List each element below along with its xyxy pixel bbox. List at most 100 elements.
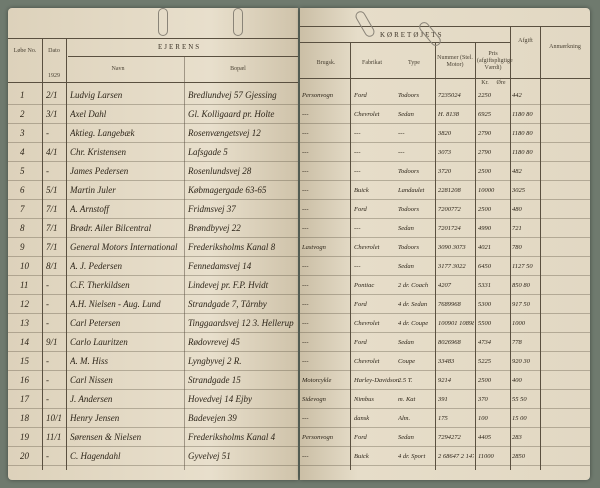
cell-no: 20 xyxy=(20,451,29,461)
cell-name: Brødr. Ailer Bilcentral xyxy=(70,223,152,233)
cell-use: Motorcykle xyxy=(302,377,332,384)
row-rule xyxy=(8,237,298,238)
row-rule xyxy=(300,446,590,447)
header-rule xyxy=(300,78,590,79)
cell-address: Lindevej pr. F.P. Hvidt xyxy=(188,280,269,290)
row-rule xyxy=(300,294,590,295)
cell-date: 5/1 xyxy=(46,185,58,195)
cell-no: 2 xyxy=(20,109,25,119)
cell-price: 4021 xyxy=(478,244,491,251)
cell-make: --- xyxy=(354,149,361,156)
cell-no: 14 xyxy=(20,337,29,347)
cell-number: 3720 xyxy=(438,168,451,175)
row-rule xyxy=(8,294,298,295)
col-header-price: Pris (afgiftspligtige Værdi) xyxy=(477,51,513,71)
cell-no: 10 xyxy=(20,261,29,271)
cell-tax: 482 xyxy=(512,168,522,175)
row-rule xyxy=(300,199,590,200)
cell-address: Lyngbyvej 2 R. xyxy=(188,356,242,366)
cell-date: 7/1 xyxy=(46,223,58,233)
ledger-row: --- --- --- 3820 2790 1180 80 xyxy=(300,124,590,143)
ledger-row: 16 - Carl Nissen Strandgade 15 xyxy=(8,371,298,390)
row-rule xyxy=(300,104,590,105)
cell-tax: 55 50 xyxy=(512,396,527,403)
row-rule xyxy=(8,446,298,447)
cell-tax: 480 xyxy=(512,206,522,213)
cell-type: 4 dr. Sport xyxy=(398,453,426,460)
cell-price: 2250 xyxy=(478,92,491,99)
ledger-row: --- Ford Todoors 7200772 2500 480 xyxy=(300,200,590,219)
cell-no: 12 xyxy=(20,299,29,309)
cell-name: C. Hagendahl xyxy=(70,451,121,461)
cell-use: --- xyxy=(302,263,309,270)
cell-type: Alm. xyxy=(398,415,411,422)
cell-tax: 1127 50 xyxy=(512,263,533,270)
row-rule xyxy=(300,237,590,238)
cell-date: 8/1 xyxy=(46,261,58,271)
ledger-row: 18 10/1 Henry Jensen Badevejen 39 xyxy=(8,409,298,428)
cell-date: - xyxy=(46,356,49,366)
cell-type: Coupe xyxy=(398,358,415,365)
col-header-date: Dato xyxy=(48,48,60,54)
cell-address: Strandgade 7, Tårnby xyxy=(188,299,267,309)
cell-tax: 2850 xyxy=(512,453,525,460)
ledger-row: --- Chevrolet Sedan H. 8138 6925 1180 80 xyxy=(300,105,590,124)
ledger-row: Sidevogn Nimbus m. Kat 391 370 55 50 xyxy=(300,390,590,409)
ledger-row: 8 7/1 Brødr. Ailer Bilcentral Brøndbyvej 22 xyxy=(8,219,298,238)
cell-address: Tinggaardsvej 12 3. Hellerup xyxy=(188,318,294,328)
cell-make: Ford xyxy=(354,301,367,308)
cell-name: Aktieg. Langebæk xyxy=(70,128,135,138)
row-rule xyxy=(8,408,298,409)
cell-price: 6925 xyxy=(478,111,491,118)
row-rule xyxy=(300,218,590,219)
cell-number: 7294272 xyxy=(438,434,461,441)
cell-use: --- xyxy=(302,358,309,365)
cell-date: 9/1 xyxy=(46,337,58,347)
cell-number: 100901 10898 xyxy=(438,320,474,327)
cell-no: 1 xyxy=(20,90,25,100)
cell-name: A. J. Pedersen xyxy=(70,261,122,271)
row-rule xyxy=(8,161,298,162)
cell-date: - xyxy=(46,280,49,290)
cell-make: Ford xyxy=(354,434,367,441)
row-rule xyxy=(300,408,590,409)
row-rule xyxy=(300,275,590,276)
cell-make: Harley-Davidson xyxy=(354,377,400,384)
row-rule xyxy=(8,389,298,390)
cell-use: --- xyxy=(302,130,309,137)
cell-make: Pontiac xyxy=(354,282,375,289)
col-header-year: 1929 xyxy=(48,73,60,79)
cell-no: 16 xyxy=(20,375,29,385)
cell-address: Frederiksholms Kanal 4 xyxy=(188,432,276,442)
cell-tax: 400 xyxy=(512,377,522,384)
cell-name: Sørensen & Nielsen xyxy=(70,432,142,442)
ledger-row: --- Ford 4 dr. Sedan 7689968 5300 917 50 xyxy=(300,295,590,314)
row-rule xyxy=(8,218,298,219)
cell-tax: 917 50 xyxy=(512,301,530,308)
cell-name: Carlo Lauritzen xyxy=(70,337,128,347)
ledger-row: 20 - C. Hagendahl Gyvelvej 51 xyxy=(8,447,298,466)
cell-date: - xyxy=(46,451,49,461)
cell-number: 7235024 xyxy=(438,92,461,99)
cell-tax: 920 30 xyxy=(512,358,530,365)
header-rule xyxy=(8,82,298,83)
cell-make: Ford xyxy=(354,92,367,99)
cell-use: --- xyxy=(302,282,309,289)
cell-date: 7/1 xyxy=(46,204,58,214)
row-rule xyxy=(300,313,590,314)
cell-tax: 1180 80 xyxy=(512,111,533,118)
cell-use: --- xyxy=(302,206,309,213)
column-rule xyxy=(435,42,436,470)
cell-price: 4405 xyxy=(478,434,491,441)
cell-type: 2 dr. Coach xyxy=(398,282,429,289)
column-rule xyxy=(66,38,67,470)
row-rule xyxy=(300,123,590,124)
ledger-row: --- Buick Landaulet 2281208 10000 3025 xyxy=(300,181,590,200)
cell-name: C.F. Therkildsen xyxy=(70,280,130,290)
cell-tax: 1180 80 xyxy=(512,149,533,156)
cell-number: 3820 xyxy=(438,130,451,137)
cell-number: 7200772 xyxy=(438,206,461,213)
cell-name: James Pedersen xyxy=(70,166,129,176)
cell-type: Sedan xyxy=(398,111,414,118)
cell-no: 19 xyxy=(20,432,29,442)
